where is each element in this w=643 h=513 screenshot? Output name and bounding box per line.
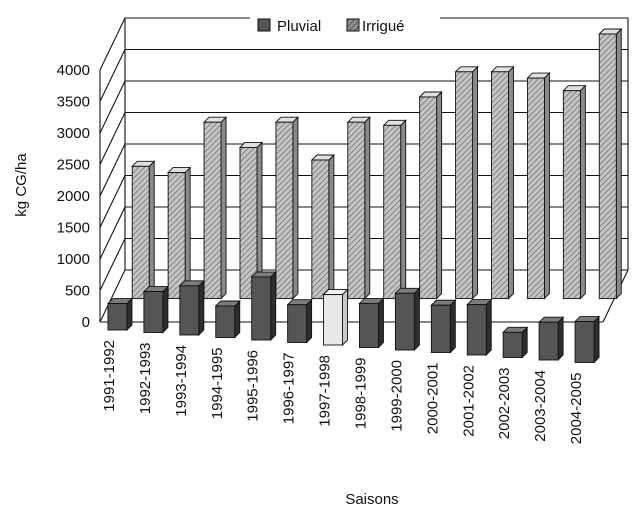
y-tick-label: 500 <box>65 283 90 300</box>
y-tick-label: 1000 <box>57 251 90 268</box>
bar-irrigue <box>526 72 551 300</box>
bar-pluvial <box>250 270 277 342</box>
y-tick-label: 4000 <box>57 62 90 79</box>
x-tick-label: 1999-2000 <box>388 360 405 432</box>
bar-pluvial <box>358 297 385 349</box>
bar-irrigue <box>598 27 623 300</box>
x-tick-label: 1993-1994 <box>173 345 190 417</box>
bar-pluvial <box>286 298 313 344</box>
x-tick-label: 1995-1996 <box>245 350 262 422</box>
bar-pluvial <box>106 297 134 332</box>
bar-irrigue <box>346 116 371 300</box>
bar-irrigue <box>562 84 587 300</box>
x-tick-label: 1997-1998 <box>317 355 334 427</box>
x-tick-label: 2000-2001 <box>424 363 441 435</box>
x-tick-label: 2002-2003 <box>496 368 513 440</box>
y-tick-label: 2500 <box>57 157 90 174</box>
bar-pluvial <box>430 299 457 354</box>
bar-irrigue <box>238 141 264 300</box>
legend-swatch-pluvial <box>257 18 271 32</box>
legend: Pluvial Irrigué <box>250 12 440 38</box>
bar-irrigue <box>418 90 443 300</box>
bar-pluvial <box>394 287 421 352</box>
x-tick-label: 1996-1997 <box>281 353 298 425</box>
bar-pluvial <box>538 316 565 362</box>
bar-irrigue <box>490 65 515 300</box>
bar-irrigue <box>310 153 335 300</box>
x-tick-label: 1994-1995 <box>209 348 226 420</box>
bar-pluvial <box>178 279 205 337</box>
bar-pluvial <box>322 288 349 347</box>
x-tick-label: 2001-2002 <box>460 365 477 437</box>
legend-label-irrigue: Irrigué <box>362 18 405 35</box>
bar-pluvial <box>466 298 493 357</box>
x-tick-label: 2003-2004 <box>532 370 549 442</box>
legend-swatch-irrigue <box>346 18 360 32</box>
bars <box>106 27 623 364</box>
bar-pluvial <box>502 326 529 359</box>
bar-irrigue <box>382 119 407 300</box>
y-axis-title: kg CG/ha <box>13 153 30 217</box>
x-tick-label: 1992-1993 <box>137 343 154 415</box>
x-tick-labels: 1991-1992 1992-1993 1993-1994 1994-1995 1995… <box>101 340 585 444</box>
x-axis-title: Saisons <box>345 491 398 508</box>
x-tick-label: 2004-2005 <box>568 373 585 445</box>
x-tick-label: 1998-1999 <box>352 358 369 430</box>
y-tick-label: 1500 <box>57 220 90 237</box>
y-tick-label: 3500 <box>57 94 90 111</box>
bar-irrigue <box>167 166 192 300</box>
y-tick-labels: 0 500 1000 1500 2000 2500 3000 3500 4000 <box>57 62 90 331</box>
y-tick-label: 2000 <box>57 188 90 205</box>
y-tick-label: 3000 <box>57 125 90 142</box>
bar-pluvial <box>142 285 169 334</box>
x-tick-label: 1991-1992 <box>101 340 118 412</box>
legend-label-pluvial: Pluvial <box>277 18 321 35</box>
legend-background <box>250 12 440 38</box>
bar-pluvial <box>214 299 241 339</box>
bar-pluvial <box>573 315 601 364</box>
bar-irrigue <box>202 116 228 300</box>
bar-irrigue <box>131 160 156 300</box>
bar-irrigue <box>454 65 479 300</box>
bar-irrigue <box>274 116 300 300</box>
y-tick-label: 0 <box>82 314 90 331</box>
